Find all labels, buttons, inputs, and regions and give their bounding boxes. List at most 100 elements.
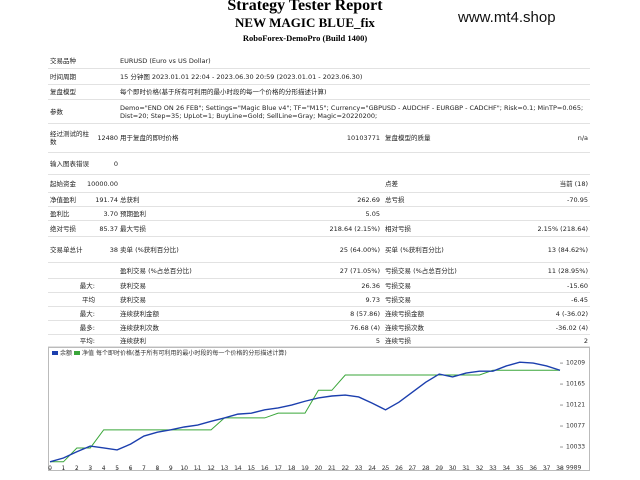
x-tick-label: 17 (274, 465, 282, 471)
x-tick-label: 25 (382, 465, 390, 471)
x-tick-label: 29 (435, 465, 443, 471)
row-separator (48, 306, 590, 307)
row-separator (48, 220, 590, 221)
report-value: 191.74 (95, 195, 118, 204)
x-tick-label: 31 (462, 465, 470, 471)
y-tick-label: 10077 (566, 423, 585, 430)
x-tick-label: 1 (62, 465, 66, 471)
report-value2: 218.64 (2.15%) (329, 224, 380, 233)
report-label2: 连续获利次数 (120, 323, 159, 332)
x-tick-label: 4 (102, 465, 106, 471)
legend-entry: 净值 (82, 349, 94, 357)
report-label: 时间周期 (50, 72, 76, 81)
x-tick-label: 0 (48, 465, 52, 471)
x-tick-label: 32 (476, 465, 484, 471)
row-separator (48, 84, 590, 85)
chart-subtitle: 每个即时价格(基于所有可利用的最小时段的每一个价格的分形描述计算) (96, 349, 287, 357)
report-text: 每个即时价格(基于所有可利用的最小时段的每一个价格的分形描述计算) (120, 88, 327, 96)
row-separator (48, 152, 590, 153)
report-label: 净值盈利 (50, 195, 76, 204)
report-label: 最大: (79, 281, 95, 290)
report-value2: 10103771 (346, 134, 380, 142)
report-value2: 5 (375, 336, 380, 345)
x-tick-label: 10 (180, 465, 188, 471)
report-label: 输入图表错误 (50, 159, 89, 168)
x-tick-label: 18 (288, 465, 296, 471)
x-tick-label: 19 (301, 465, 309, 471)
report-value: 3.70 (103, 209, 118, 218)
report-value3: -15.60 (567, 281, 588, 290)
report-label2: 获利交易 (120, 281, 146, 290)
report-label3: 连续亏损次数 (385, 323, 424, 332)
report-value: 10000.00 (86, 179, 118, 188)
report-value3: 当前 (18) (559, 179, 588, 188)
x-tick-label: 13 (221, 465, 229, 471)
row-separator (48, 123, 590, 124)
row-separator (48, 68, 590, 69)
report-label: 交易单总计 (50, 245, 83, 254)
x-tick-label: 34 (502, 465, 510, 471)
report-label3: 点差 (385, 179, 398, 188)
x-tick-label: 16 (261, 465, 269, 471)
legend-entry: 余额 (60, 349, 72, 357)
report-label3: 买单 (%获利百分比) (385, 245, 444, 254)
report-label: 复盘模型 (50, 88, 76, 96)
x-tick-label: 30 (449, 465, 457, 471)
report-text: EURUSD (Euro vs US Dollar) (120, 56, 211, 65)
x-tick-label: 20 (315, 465, 323, 471)
report-value2: 76.68 (4) (350, 323, 380, 332)
row-separator (48, 292, 590, 293)
report-value3: -6.45 (571, 295, 588, 304)
report-text: Demo="END ON 26 FEB"; Settings="Magic Bl… (120, 103, 584, 120)
server-name: RoboForex-DemoPro (Build 1400) (242, 33, 368, 43)
report-value2: 8 (57.86) (350, 309, 380, 318)
report-value2: 25 (64.00%) (339, 245, 380, 254)
report-value3: 11 (28.95%) (547, 266, 588, 275)
x-tick-label: 6 (129, 465, 133, 471)
row-separator (48, 320, 590, 321)
report-label: 经过测试的柱数 (50, 130, 89, 146)
row-separator (48, 192, 590, 193)
x-tick-label: 9 (169, 465, 173, 471)
x-tick-label: 12 (207, 465, 215, 471)
x-tick-label: 23 (355, 465, 363, 471)
series-line (50, 369, 560, 463)
x-tick-label: 22 (341, 465, 349, 471)
report-label3: 连续亏损 (385, 336, 411, 345)
x-tick-label: 11 (194, 465, 202, 471)
report-label3: 相对亏损 (385, 224, 411, 233)
report-label2: 卖单 (%获利百分比) (120, 245, 179, 254)
report-label2: 预期盈利 (120, 209, 146, 218)
report-value3: n/a (577, 134, 588, 142)
report-label3: 总亏损 (385, 195, 405, 204)
report-value2: 26.36 (361, 281, 380, 290)
y-tick-label: 9989 (566, 465, 581, 472)
legend-icon (74, 351, 80, 355)
x-tick-label: 24 (368, 465, 376, 471)
x-tick-label: 14 (234, 465, 242, 471)
x-tick-label: 37 (543, 465, 551, 471)
report-label: 最大: (79, 309, 95, 318)
report-title: Strategy Tester Report (227, 0, 383, 14)
report-value3: 4 (-36.02) (555, 309, 588, 318)
report-value2: 9.73 (365, 295, 380, 304)
report-label3: 亏损交易 (385, 295, 411, 304)
row-separator (48, 262, 590, 263)
report-label2: 盈利交易 (%占总百分比) (120, 266, 192, 275)
x-tick-label: 3 (88, 465, 92, 471)
report-value3: -70.95 (567, 195, 588, 204)
report-label: 起始资金 (50, 179, 76, 188)
row-separator (48, 236, 590, 237)
x-tick-label: 38 (556, 465, 564, 471)
report-value2: 5.05 (365, 209, 380, 218)
report-value3: -36.02 (4) (555, 323, 588, 332)
row-separator (48, 206, 590, 207)
row-separator (48, 174, 590, 175)
report-label: 参数 (50, 107, 63, 116)
row-separator (48, 346, 590, 347)
report-text: 15 分钟图 2023.01.01 22:04 - 2023.06.30 20:… (120, 72, 363, 81)
x-tick-label: 35 (516, 465, 524, 471)
x-tick-label: 21 (328, 465, 336, 471)
report-label2: 总获利 (120, 195, 140, 204)
